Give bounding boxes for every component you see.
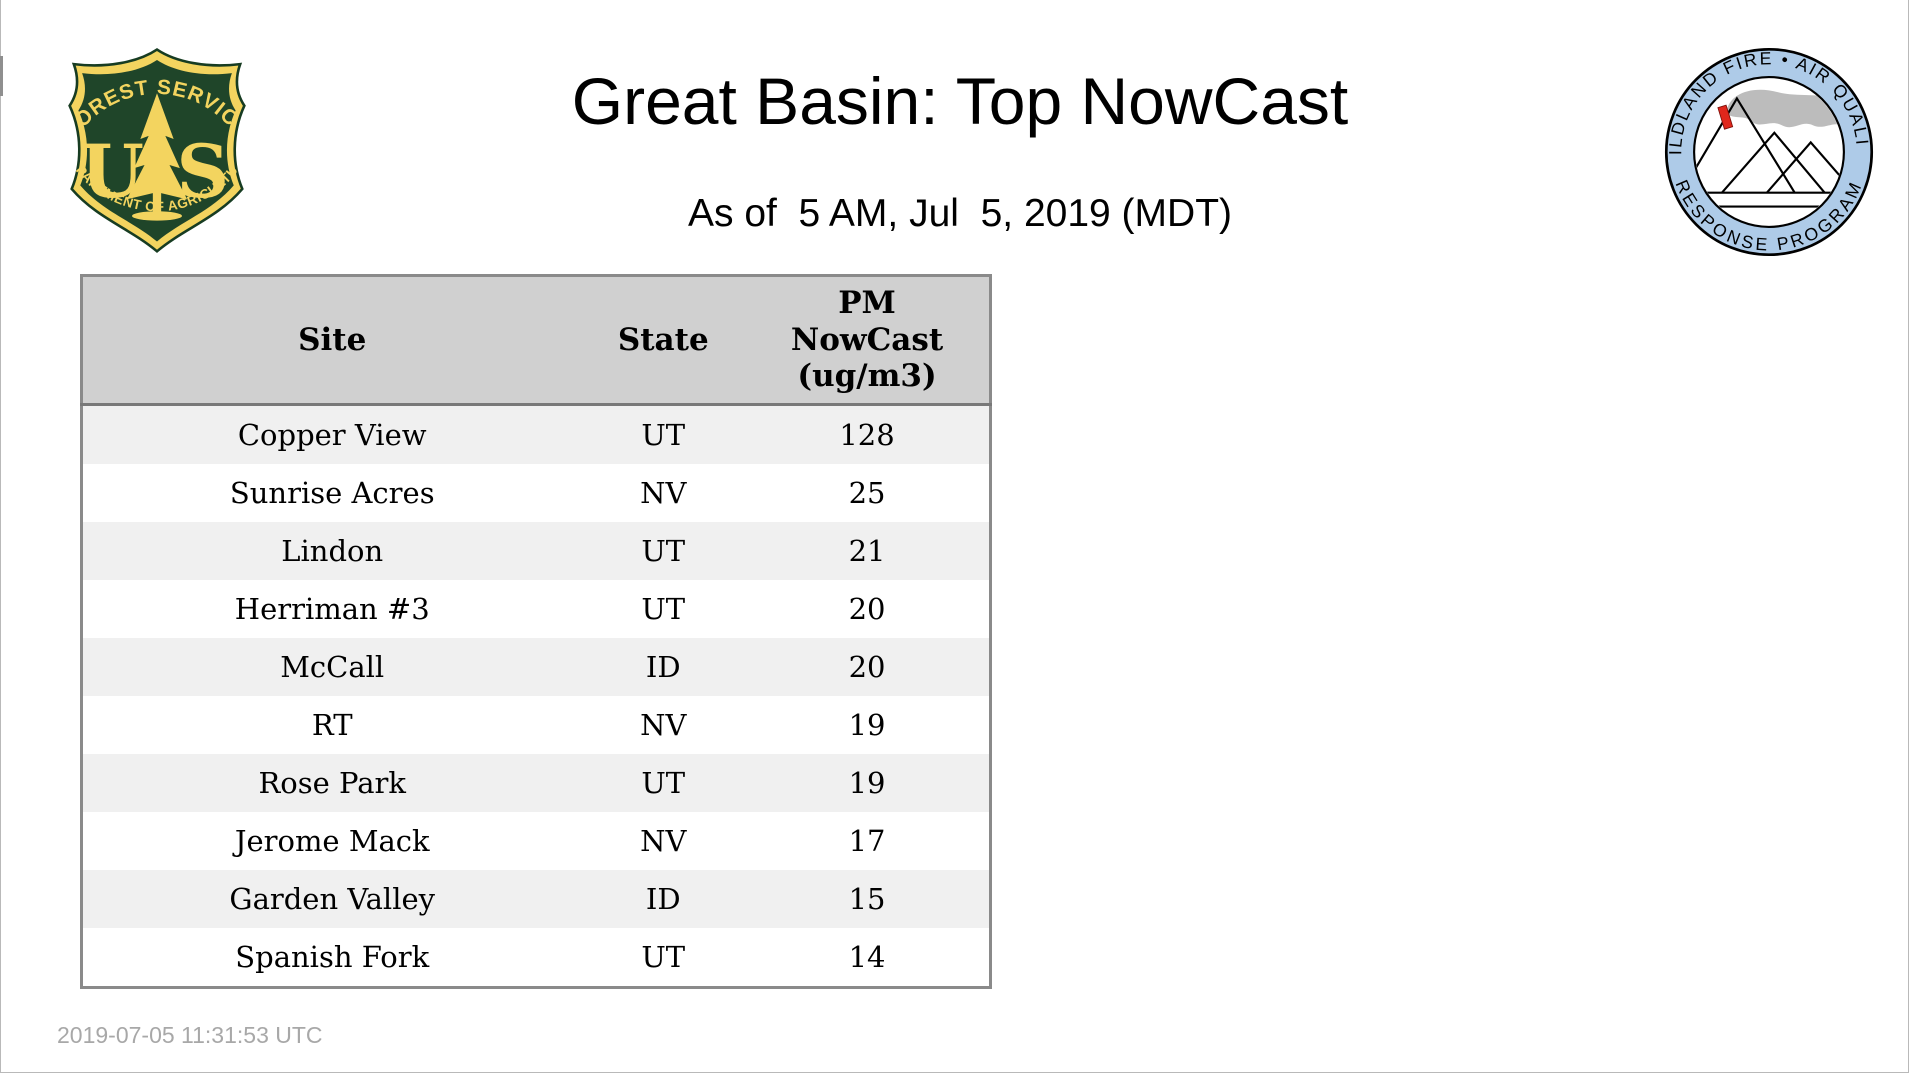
table-row: McCall ID 20	[81, 638, 991, 696]
site-cell: Jerome Mack	[234, 824, 430, 858]
table-row: Spanish Fork UT 14	[81, 928, 991, 988]
value-cell: 15	[848, 882, 886, 916]
value-cell: 20	[848, 592, 886, 626]
site-cell: Rose Park	[258, 766, 406, 800]
state-cell: UT	[641, 766, 686, 800]
site-cell: Lindon	[281, 534, 384, 568]
mountains-icon	[1695, 96, 1843, 208]
table-header-row: Site State PM NowCast (ug/m3)	[81, 275, 991, 406]
state-cell: UT	[641, 534, 686, 568]
column-header-state: State	[581, 275, 746, 406]
table-row: Sunrise Acres NV 25	[81, 464, 991, 522]
fs-pine-tree-icon	[126, 93, 188, 221]
state-cell: ID	[645, 882, 681, 916]
state-cell: ID	[645, 650, 681, 684]
value-cell: 17	[848, 824, 886, 858]
table-row: Copper View UT 128	[81, 404, 991, 464]
site-cell: McCall	[280, 650, 385, 684]
table-row: Jerome Mack NV 17	[81, 812, 991, 870]
value-cell: 25	[848, 476, 886, 510]
page-subtitle: As of 5 AM, Jul 5, 2019 (MDT)	[687, 192, 1233, 235]
table-row: Lindon UT 21	[81, 522, 991, 580]
table-row: Rose Park UT 19	[81, 754, 991, 812]
forest-service-logo-icon: FOREST SERVICE DEPARTMENT OF AGRICULTURE…	[53, 44, 246, 254]
generated-timestamp: 2019-07-05 11:31:53 UTC	[57, 1022, 323, 1048]
value-cell: 20	[848, 650, 886, 684]
site-cell: Herriman #3	[234, 592, 430, 626]
left-edge-artifact	[0, 56, 3, 96]
fire-mark-icon	[1717, 104, 1734, 130]
site-cell: Copper View	[237, 418, 427, 452]
fs-letter-u: U	[81, 130, 144, 215]
table-row: Herriman #3 UT 20	[81, 580, 991, 638]
state-cell: NV	[640, 708, 687, 742]
state-cell: UT	[641, 592, 686, 626]
nowcast-table: Site State PM NowCast (ug/m3) Copper Vie…	[80, 274, 992, 989]
table-row: RT NV 19	[81, 696, 991, 754]
site-cell: Sunrise Acres	[229, 476, 435, 510]
state-cell: UT	[641, 418, 686, 452]
column-header-site: Site	[81, 275, 582, 406]
value-cell: 19	[848, 708, 886, 742]
value-cell: 19	[848, 766, 886, 800]
site-cell: Spanish Fork	[235, 940, 430, 974]
state-cell: UT	[641, 940, 686, 974]
page-title: Great Basin: Top NowCast	[571, 64, 1349, 138]
wildland-fire-air-quality-logo-icon: WILDLAND FIRE • AIR QUALITY RESPONSE PRO…	[1662, 45, 1874, 257]
value-cell: 14	[848, 940, 886, 974]
smoke-plume-icon	[1726, 89, 1843, 128]
state-cell: NV	[640, 824, 687, 858]
site-cell: RT	[311, 708, 353, 742]
state-cell: NV	[640, 476, 687, 510]
fs-letter-s: S	[176, 130, 229, 215]
value-cell: 21	[848, 534, 886, 568]
table-row: Garden Valley ID 15	[81, 870, 991, 928]
column-header-pm-nowcast: PM NowCast (ug/m3)	[745, 275, 991, 406]
site-cell: Garden Valley	[229, 882, 436, 916]
value-cell: 128	[839, 418, 895, 452]
